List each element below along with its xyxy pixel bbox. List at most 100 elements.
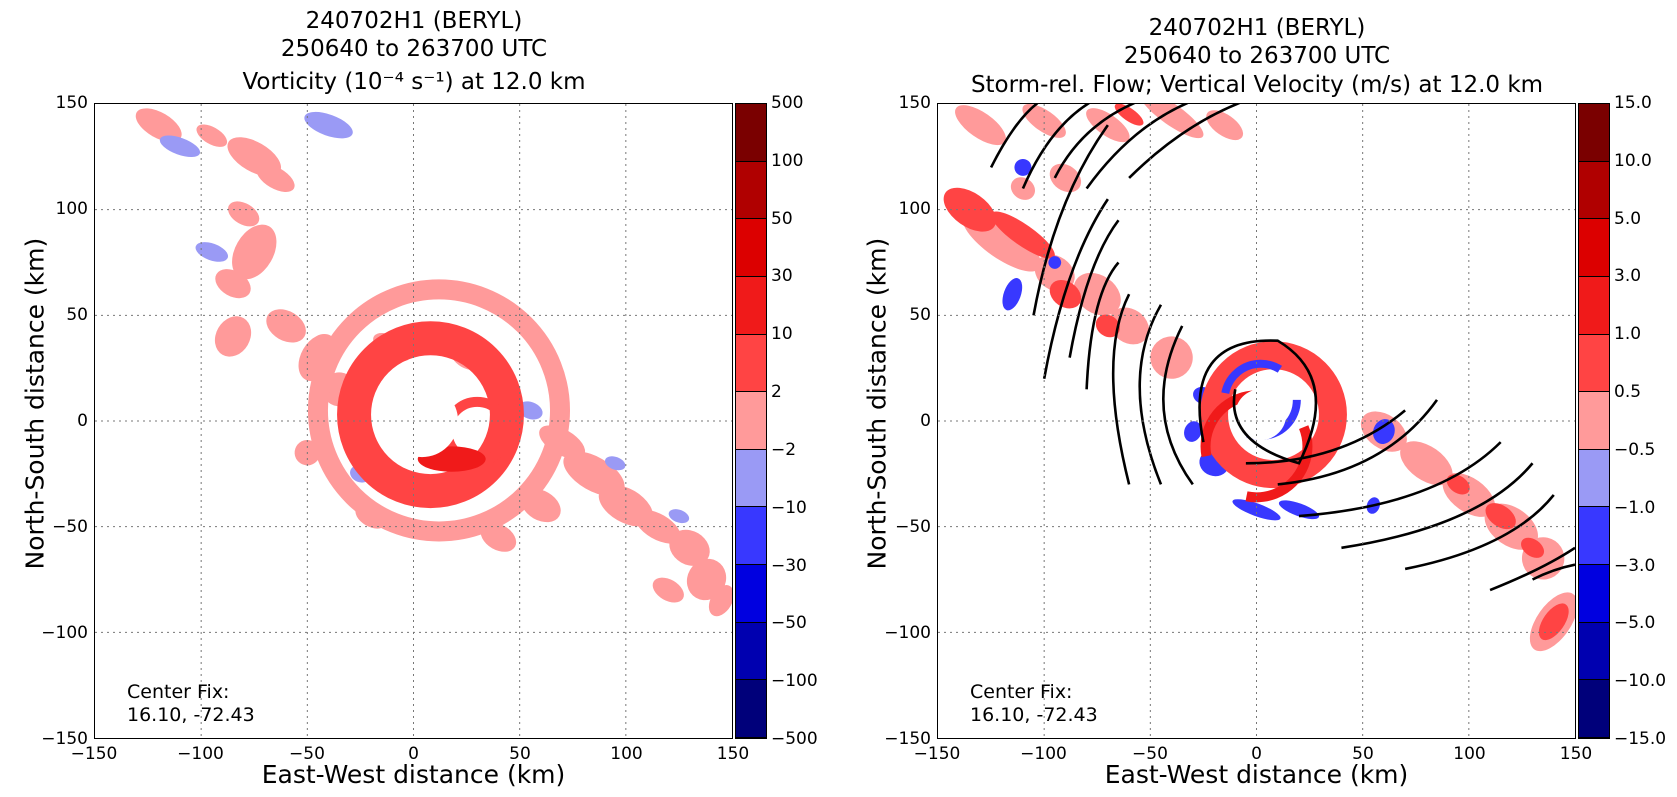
y-tick-label: 0 bbox=[77, 411, 88, 431]
x-tick-label: −100 bbox=[177, 744, 224, 764]
contour-patch bbox=[1538, 603, 1569, 641]
streamline bbox=[1085, 104, 1189, 190]
streamline bbox=[1085, 261, 1120, 390]
x-axis-label: East-West distance (km) bbox=[261, 760, 566, 789]
y-tick-label: −100 bbox=[41, 623, 88, 643]
colorbar-tick-label: −50 bbox=[771, 613, 807, 634]
colorbar-tick-label: 10 bbox=[771, 324, 793, 345]
contour-patch bbox=[1232, 499, 1281, 521]
colorbar-segment bbox=[1579, 334, 1609, 393]
colorbar-tick-label: −2 bbox=[771, 439, 797, 460]
contour-patch bbox=[1010, 177, 1036, 200]
colorbar-segment bbox=[736, 276, 766, 335]
colorbar-segment bbox=[1579, 622, 1609, 681]
streamline bbox=[1341, 462, 1534, 550]
colorbar-tick-label: 5.0 bbox=[1614, 208, 1642, 229]
contour-patch bbox=[517, 401, 543, 420]
streamline bbox=[1053, 104, 1136, 179]
eyewall-outer bbox=[307, 279, 571, 542]
colorbar-tick-label: −5.0 bbox=[1614, 613, 1656, 634]
contour-patch bbox=[991, 211, 1055, 259]
y-axis-label: North-South distance (km) bbox=[862, 237, 892, 570]
colorbar-tick-label: 30 bbox=[771, 266, 793, 287]
colorbar bbox=[1578, 103, 1610, 739]
contour-patch bbox=[1048, 256, 1062, 269]
contour-patch bbox=[1014, 158, 1032, 176]
x-tick-label: 100 bbox=[610, 744, 643, 764]
contour-patch bbox=[1400, 441, 1453, 486]
colorbar-segment bbox=[736, 104, 766, 162]
y-tick-label: 100 bbox=[55, 199, 88, 219]
contour-patch bbox=[955, 105, 1006, 146]
chart-title-2: 250640 to 263700 UTC bbox=[1123, 43, 1391, 69]
contour-patch bbox=[232, 224, 277, 280]
colorbar-segment bbox=[736, 622, 766, 681]
colorbar-segment bbox=[736, 680, 766, 738]
streamline bbox=[1277, 399, 1439, 486]
colorbar-segment bbox=[736, 565, 766, 623]
eye-spiral bbox=[1198, 339, 1318, 465]
plot-area: Center Fix: 16.10, -72.43 bbox=[94, 103, 733, 739]
contour-patch bbox=[1022, 104, 1066, 138]
contour-patch bbox=[1086, 108, 1130, 143]
y-tick-label: 0 bbox=[920, 411, 931, 431]
grid bbox=[938, 104, 1575, 738]
colorbar-segment bbox=[1579, 449, 1609, 508]
contour-patch bbox=[304, 111, 353, 139]
colorbar-tick-label: 500 bbox=[771, 93, 804, 113]
y-axis-label: North-South distance (km) bbox=[20, 237, 50, 570]
x-tick-label: −150 bbox=[913, 744, 961, 764]
contour-patch bbox=[1278, 500, 1320, 520]
y-tick-label: −50 bbox=[52, 517, 88, 537]
grid bbox=[95, 104, 732, 738]
chart-subtitle: Vorticity (10⁻⁴ s⁻¹) at 12.0 km bbox=[242, 69, 586, 95]
contour-patch bbox=[1150, 336, 1193, 379]
streamline bbox=[1245, 409, 1406, 465]
x-axis-label: East-West distance (km) bbox=[1104, 760, 1409, 789]
contour-patch bbox=[266, 309, 306, 343]
contour-patch bbox=[256, 163, 295, 192]
colorbar-tick-label: −500 bbox=[771, 729, 818, 749]
y-tick-label: 50 bbox=[66, 305, 88, 325]
colorbar-tick-label: 100 bbox=[771, 150, 804, 171]
eye bbox=[1235, 389, 1287, 441]
colorbar-segment bbox=[736, 507, 766, 566]
chart-title-2: 250640 to 263700 UTC bbox=[280, 36, 548, 62]
colorbar-tick-label: −3.0 bbox=[1614, 555, 1656, 576]
contour-fill-group bbox=[135, 108, 732, 617]
y-tick-label: −150 bbox=[884, 729, 931, 749]
chart-subtitle: Storm-rel. Flow; Vertical Velocity (m/s)… bbox=[970, 72, 1544, 98]
colorbar-segment bbox=[736, 219, 766, 277]
streamline bbox=[1531, 563, 1575, 581]
colorbar-tick-label: −1.0 bbox=[1614, 497, 1656, 518]
y-tick-label: −150 bbox=[41, 729, 88, 749]
contour-patch bbox=[215, 269, 251, 299]
x-tick-label: 50 bbox=[1352, 744, 1374, 764]
x-tick-label: 50 bbox=[509, 744, 531, 764]
plot-area: Center Fix: 16.10, -72.43 bbox=[937, 103, 1576, 739]
streamline bbox=[989, 104, 1039, 168]
contour-patch bbox=[668, 509, 690, 524]
contour-patch bbox=[1049, 163, 1082, 193]
streamline bbox=[1138, 304, 1163, 485]
contour-patch bbox=[1095, 314, 1120, 338]
contour-patch bbox=[195, 242, 229, 262]
contour-patch bbox=[1373, 419, 1395, 445]
x-tick-label: 150 bbox=[716, 744, 750, 764]
eye bbox=[385, 384, 459, 458]
streamline bbox=[1042, 198, 1109, 379]
x-tick-label: 100 bbox=[1453, 744, 1486, 764]
contour-patch bbox=[1206, 110, 1244, 141]
colorbar-tick-label: 2 bbox=[771, 382, 782, 403]
x-tick-label: −50 bbox=[289, 744, 325, 764]
y-tick-label: −100 bbox=[884, 623, 931, 643]
y-tick-label: 150 bbox=[898, 93, 931, 113]
colorbar-segment bbox=[736, 161, 766, 220]
contour-patch bbox=[669, 529, 710, 566]
contour-patch bbox=[1073, 272, 1121, 316]
streamline bbox=[1489, 546, 1575, 592]
chart-title-1: 240702H1 (BERYL) bbox=[305, 8, 523, 34]
contour-patch bbox=[708, 585, 732, 617]
contour-patch bbox=[1139, 104, 1204, 139]
contour-patch bbox=[159, 135, 201, 158]
